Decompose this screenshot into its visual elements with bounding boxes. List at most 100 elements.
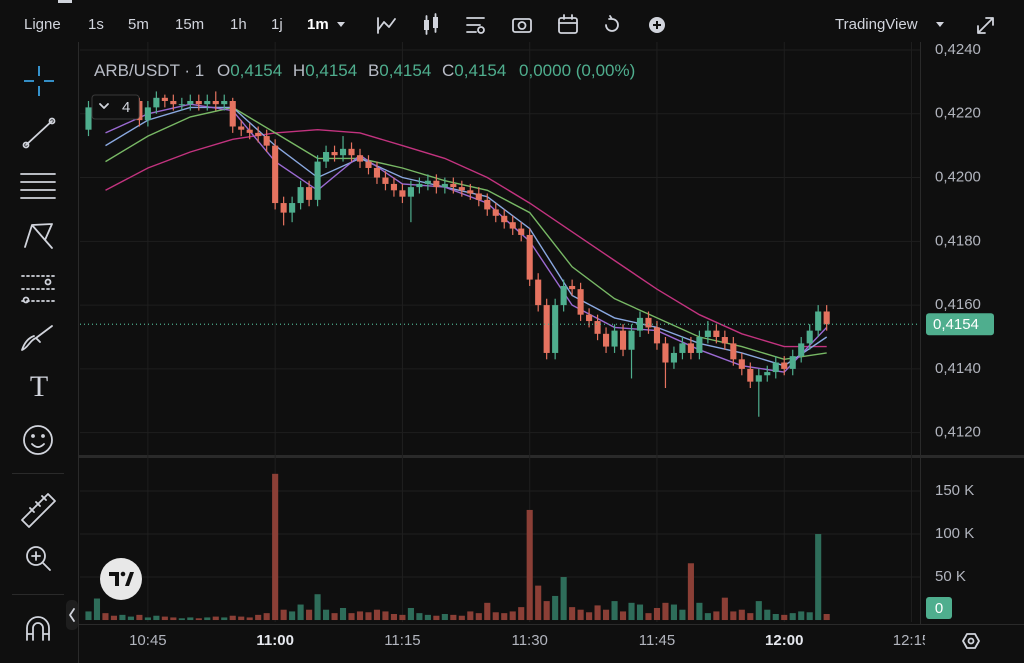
ohlc-key: C xyxy=(442,61,454,80)
candle-body xyxy=(221,101,228,105)
text-tool[interactable]: T xyxy=(30,370,48,403)
candles-icon[interactable] xyxy=(424,13,438,35)
candle-body xyxy=(331,152,338,156)
volume-bar xyxy=(636,604,644,621)
time-axis-border xyxy=(78,624,1024,625)
candle-body xyxy=(653,327,661,344)
volume-bar xyxy=(806,612,813,621)
indicators-toggle[interactable] xyxy=(91,94,140,120)
volume-bar xyxy=(306,609,313,621)
candle-body xyxy=(518,228,525,235)
volume-bar xyxy=(475,613,482,621)
fullscreen-icon[interactable] xyxy=(977,17,994,34)
candle-body xyxy=(798,343,805,357)
moving-average-line xyxy=(105,128,827,348)
volume-bar xyxy=(212,616,219,621)
last-volume-label: 0 xyxy=(935,600,943,617)
interval-button[interactable]: 1j xyxy=(271,16,283,33)
fib-tool[interactable] xyxy=(20,173,56,199)
volume-bar xyxy=(713,611,720,621)
candle-body xyxy=(187,101,194,105)
dropdown-arrow[interactable] xyxy=(337,22,345,27)
interval-button[interactable]: 1s xyxy=(88,16,104,33)
trendline-tool[interactable] xyxy=(22,117,56,149)
candle-body xyxy=(246,129,253,133)
volume-bar xyxy=(365,612,372,621)
candle-body xyxy=(577,289,584,315)
interval-button[interactable]: 15m xyxy=(175,16,204,33)
ohlc-value: 0,4154 xyxy=(454,61,506,80)
replay-icon[interactable] xyxy=(605,15,619,32)
time-tick-label: 11:00 xyxy=(256,632,294,649)
candle-body xyxy=(390,183,397,191)
snapshot-icon[interactable] xyxy=(512,18,532,33)
dropdown-arrow[interactable] xyxy=(936,22,944,27)
candle-body xyxy=(526,234,533,280)
indicator-count[interactable]: 4 xyxy=(122,99,130,116)
volume-bar xyxy=(662,602,669,621)
candle-body xyxy=(424,180,431,184)
volume-bar xyxy=(85,611,92,621)
crosshair-tool[interactable] xyxy=(24,66,54,96)
collapse-button[interactable] xyxy=(66,600,78,630)
volume-bar xyxy=(611,601,618,621)
volume-bar xyxy=(382,611,389,621)
symbol-title[interactable]: ARB/USDT · 1 xyxy=(94,61,204,80)
candle-body xyxy=(509,222,516,229)
candle-body xyxy=(815,311,822,331)
volume-bar xyxy=(153,615,160,621)
moving-average-line xyxy=(105,106,828,367)
interval-button-active[interactable]: 1m xyxy=(307,16,329,33)
ruler-tool[interactable] xyxy=(21,493,56,528)
candle-body xyxy=(161,97,168,101)
candle-body xyxy=(204,101,211,105)
volume-bar xyxy=(628,602,635,621)
candle-body xyxy=(373,167,381,178)
volume-bar xyxy=(373,609,381,621)
legend-line: ARB/USDT · 1 O0,4154 H0,4154 B0,4154 C0,… xyxy=(94,61,635,80)
emoji-tool[interactable] xyxy=(23,425,53,455)
indicators-icon[interactable] xyxy=(377,17,396,34)
volume-bar xyxy=(789,613,796,621)
alerts-icon[interactable] xyxy=(558,14,578,34)
volume-bar xyxy=(645,613,652,621)
add-icon[interactable] xyxy=(649,17,665,33)
candle-body xyxy=(323,152,330,162)
candle-body xyxy=(535,279,542,306)
time-tick-label: 12:15 xyxy=(893,632,931,649)
brush-tool[interactable] xyxy=(21,325,53,351)
magnet-tool[interactable] xyxy=(26,616,50,641)
interval-button[interactable]: 5m xyxy=(128,16,149,33)
candle-body xyxy=(458,187,465,191)
candle-body xyxy=(484,199,491,210)
pattern-tool[interactable] xyxy=(24,223,53,249)
chart-style-button[interactable]: Ligne xyxy=(24,16,61,33)
candle-body xyxy=(238,126,245,130)
brand-menu[interactable]: TradingView xyxy=(835,16,918,33)
candle-body xyxy=(297,187,304,204)
volume-bar xyxy=(781,614,788,621)
volume-bar xyxy=(696,602,703,621)
volume-bar xyxy=(815,534,822,621)
toggle-arrow[interactable] xyxy=(99,103,109,109)
volume-bar xyxy=(339,607,347,621)
volume-bar xyxy=(560,577,567,621)
ohlc-value: 0,4154 xyxy=(379,61,431,80)
interval-button[interactable]: 1h xyxy=(230,16,247,33)
candle-body xyxy=(467,190,474,194)
tv-logo[interactable] xyxy=(100,558,142,600)
zoom-tool[interactable] xyxy=(26,546,51,571)
collapse-arrow[interactable] xyxy=(69,608,75,622)
candle-body xyxy=(501,215,508,223)
settings-icon[interactable] xyxy=(962,633,980,649)
volume-bar xyxy=(289,611,296,621)
compare-icon[interactable] xyxy=(466,17,485,34)
candle-body xyxy=(747,368,754,382)
separator xyxy=(12,594,64,595)
volume-tick-label: 50 K xyxy=(935,568,966,585)
projection-tool[interactable] xyxy=(21,275,57,304)
volume-bar xyxy=(577,609,584,621)
volume-bar xyxy=(178,618,185,621)
